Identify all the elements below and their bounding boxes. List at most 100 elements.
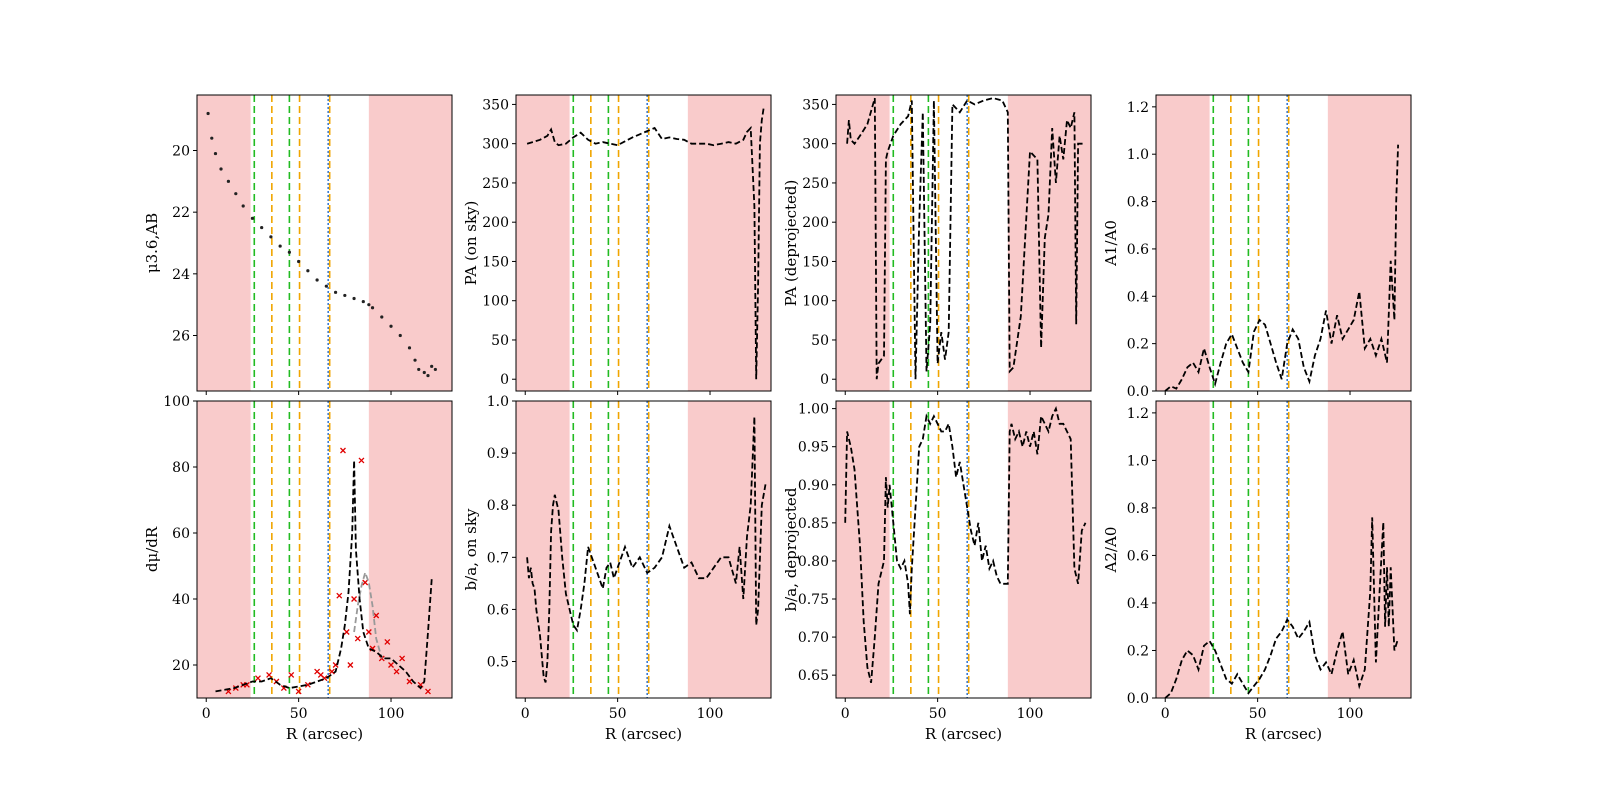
data-point: [426, 373, 430, 378]
data-point: [430, 364, 434, 368]
y-tick-label: 1.00: [798, 402, 829, 418]
y-tick-label: 80: [172, 460, 190, 476]
cross-marker: [255, 675, 261, 682]
axes-frame: [515, 94, 772, 392]
shaded-region: [1156, 95, 1210, 391]
shaded-region: [836, 95, 890, 391]
data-point: [389, 324, 393, 328]
data-point: [417, 367, 421, 372]
axes-frame: [835, 94, 1092, 392]
data-point: [219, 167, 223, 171]
data-point: [407, 346, 412, 350]
y-tick-label: 0.4: [1127, 596, 1149, 612]
plot-area: [1156, 95, 1411, 391]
shaded-region: [1327, 95, 1411, 391]
y-tick-label: 250: [482, 176, 509, 192]
plot-area: [516, 401, 771, 698]
x-tick-label: 100: [697, 706, 724, 722]
cross-marker: [358, 457, 365, 464]
data-line: [526, 416, 767, 683]
data-point: [398, 333, 402, 338]
y-tick-label: 0.95: [798, 440, 829, 456]
cross-marker: [399, 655, 406, 662]
cross-marker: [266, 671, 273, 678]
axes-frame: [196, 94, 453, 392]
y-tick-label: 300: [482, 137, 509, 153]
panel-pa-deprojected: 0 50 100 150 200 250 300 350 PA (deprojected): [782, 94, 1092, 395]
y-tick-label: 60: [172, 526, 190, 542]
axes-frame: [1155, 94, 1412, 392]
y-axis-label: A2/A0: [1102, 527, 1120, 574]
x-tick-label: 50: [929, 706, 947, 722]
data-point: [297, 259, 301, 264]
plot-area: [516, 95, 771, 391]
y-tick-label: 0: [500, 372, 509, 388]
axes-frame: [835, 400, 1092, 699]
panel-pa-on-sky: 0 50 100 150 200 250 300 350 PA (on sky): [462, 94, 772, 395]
y-axis-label: A1/A0: [1102, 220, 1120, 267]
y-tick-label: 0.70: [798, 630, 829, 646]
data-point: [226, 179, 231, 183]
axes-frame: [1155, 400, 1412, 699]
y-tick-label: 0.6: [487, 602, 509, 618]
y-tick-label: 200: [802, 215, 829, 231]
x-tick-label: 50: [290, 706, 308, 722]
y-tick-label: 150: [482, 254, 509, 270]
data-point: [370, 306, 375, 310]
shaded-region: [687, 401, 771, 698]
y-axis-label: b/a, deprojected: [782, 487, 800, 611]
y-tick-label: 150: [802, 254, 829, 270]
shaded-region: [516, 401, 570, 698]
data-point: [422, 370, 426, 375]
y-tick-label: 20: [172, 658, 190, 674]
y-tick-label: 0.90: [798, 478, 829, 494]
y-tick-label: 0.65: [798, 668, 829, 684]
panel-a2-a0: 0.0 0.2 0.4 0.6 0.8 1.0 1.2 0 50 100 R (arcsec) A2/…: [1102, 400, 1412, 743]
data-point: [433, 367, 437, 372]
data-line: [844, 405, 1087, 684]
panel-a1-a0: 0.0 0.2 0.4 0.6 0.8 1.0 1.2 A1/A0: [1102, 94, 1412, 400]
y-tick-label: 0.2: [1127, 337, 1149, 353]
y-tick-label: 0.8: [1127, 195, 1149, 211]
y-tick-label: 350: [482, 97, 509, 113]
panel-ba-on-sky: 0.5 0.6 0.7 0.8 0.9 1.0 0 50 100 R (arcsec) b/a, o…: [462, 394, 772, 743]
data-point: [269, 235, 273, 239]
data-point: [352, 296, 356, 301]
y-tick-label: 26: [172, 329, 190, 345]
data-point: [210, 136, 214, 140]
x-axis-label: R (arcsec): [1245, 725, 1322, 743]
panel-dmu-dr: 20 40 60 80 100 0 50 100 R (arcsec) dμ/dR: [143, 394, 453, 743]
cross-marker: [354, 635, 361, 642]
plot-area: [197, 401, 452, 698]
y-tick-label: 200: [482, 215, 509, 231]
shaded-region: [516, 95, 570, 391]
data-line: [526, 107, 766, 380]
cross-marker: [304, 681, 311, 688]
data-point: [250, 216, 255, 220]
panel-mu-profile: 20 22 24 26 μ3.6,AB: [143, 94, 453, 395]
y-tick-label: 0.6: [1127, 242, 1149, 258]
x-tick-label: 100: [378, 706, 405, 722]
x-tick-label: 0: [521, 706, 530, 722]
cross-marker: [362, 579, 369, 586]
cross-marker: [343, 629, 350, 635]
plot-area: [836, 401, 1091, 698]
y-tick-label: 0.80: [798, 554, 829, 570]
shaded-region: [1007, 95, 1091, 391]
x-tick-label: 100: [1017, 706, 1044, 722]
x-axis-label: R (arcsec): [925, 725, 1002, 743]
data-point: [324, 284, 328, 288]
data-point: [234, 192, 238, 196]
plot-area: [836, 95, 1091, 391]
x-tick-label: 50: [1249, 706, 1267, 722]
cross-marker: [393, 668, 400, 675]
data-point: [206, 111, 210, 116]
plot-area: [197, 95, 452, 391]
data-point: [361, 299, 365, 304]
y-tick-label: 1.0: [1127, 147, 1149, 163]
y-axis-label: PA (on sky): [462, 201, 480, 286]
cross-marker: [336, 592, 343, 599]
axes-frame: [196, 400, 453, 699]
y-tick-label: 50: [491, 333, 509, 349]
